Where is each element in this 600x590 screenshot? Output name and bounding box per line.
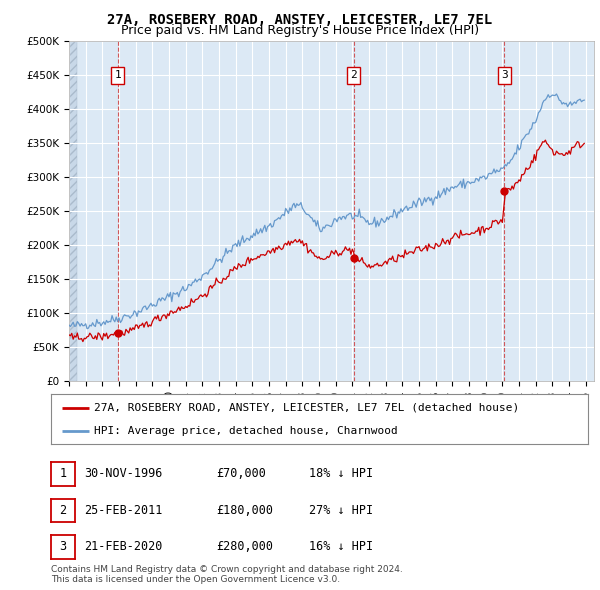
Text: HPI: Average price, detached house, Charnwood: HPI: Average price, detached house, Char… bbox=[94, 426, 398, 436]
Text: £70,000: £70,000 bbox=[216, 467, 266, 480]
Text: 1: 1 bbox=[59, 467, 67, 480]
Text: 27A, ROSEBERY ROAD, ANSTEY, LEICESTER, LE7 7EL (detached house): 27A, ROSEBERY ROAD, ANSTEY, LEICESTER, L… bbox=[94, 402, 519, 412]
Text: £280,000: £280,000 bbox=[216, 540, 273, 553]
Text: 18% ↓ HPI: 18% ↓ HPI bbox=[309, 467, 373, 480]
Text: 21-FEB-2020: 21-FEB-2020 bbox=[84, 540, 163, 553]
Text: 27% ↓ HPI: 27% ↓ HPI bbox=[309, 504, 373, 517]
Text: 1: 1 bbox=[114, 70, 121, 80]
Text: Contains HM Land Registry data © Crown copyright and database right 2024.
This d: Contains HM Land Registry data © Crown c… bbox=[51, 565, 403, 584]
Text: 27A, ROSEBERY ROAD, ANSTEY, LEICESTER, LE7 7EL: 27A, ROSEBERY ROAD, ANSTEY, LEICESTER, L… bbox=[107, 13, 493, 27]
Text: 3: 3 bbox=[501, 70, 508, 80]
Text: Price paid vs. HM Land Registry's House Price Index (HPI): Price paid vs. HM Land Registry's House … bbox=[121, 24, 479, 37]
Text: 3: 3 bbox=[59, 540, 67, 553]
Text: 30-NOV-1996: 30-NOV-1996 bbox=[84, 467, 163, 480]
Text: £180,000: £180,000 bbox=[216, 504, 273, 517]
Text: 16% ↓ HPI: 16% ↓ HPI bbox=[309, 540, 373, 553]
Text: 2: 2 bbox=[350, 70, 357, 80]
Text: 2: 2 bbox=[59, 504, 67, 517]
Text: 25-FEB-2011: 25-FEB-2011 bbox=[84, 504, 163, 517]
